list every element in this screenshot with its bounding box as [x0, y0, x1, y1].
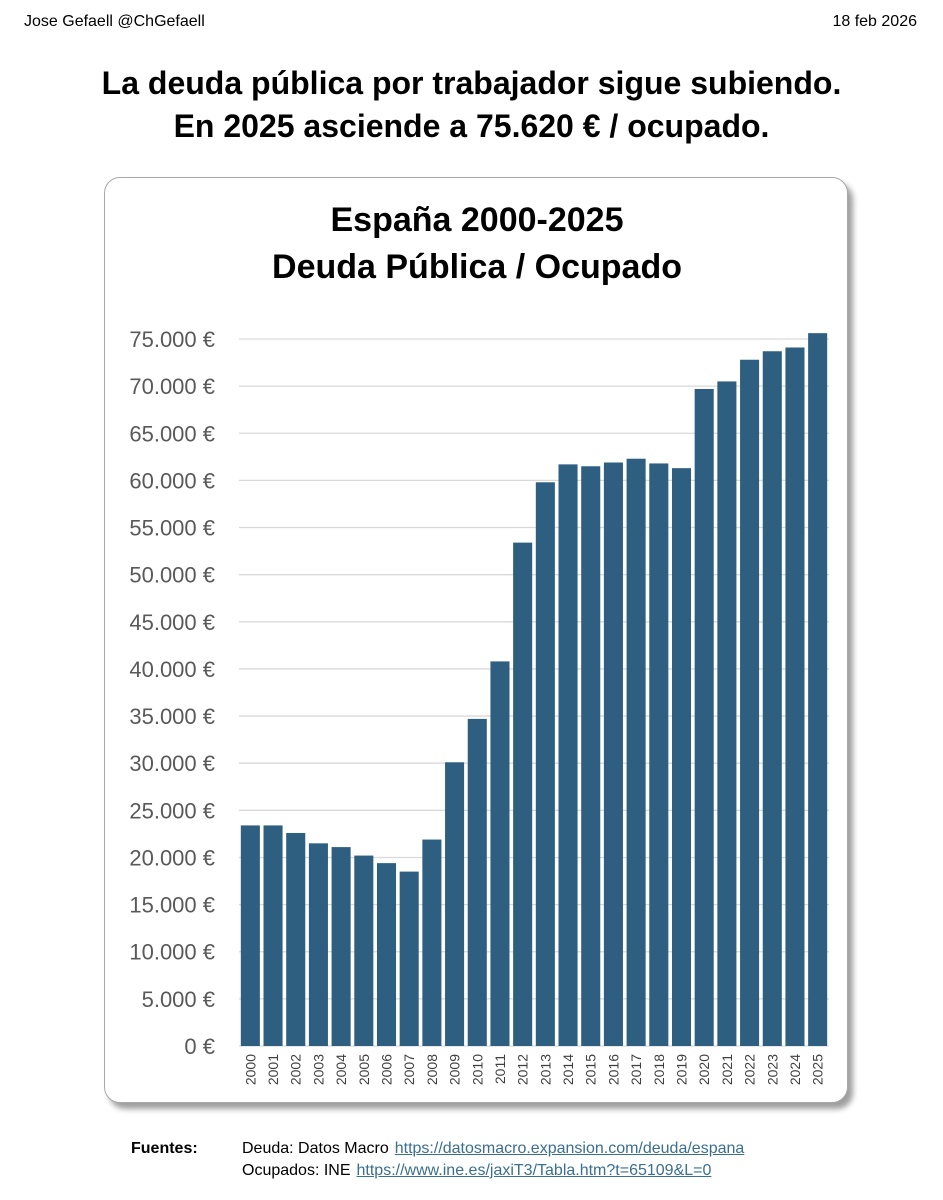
bar-2024	[785, 347, 805, 1046]
source-employed-text: Ocupados: INE	[242, 1162, 351, 1179]
bar-2022	[740, 359, 760, 1046]
x-tick-label: 2023	[764, 1054, 780, 1085]
post-date: 18 feb 2026	[832, 13, 917, 30]
y-tick-label: 50.000 €	[129, 563, 215, 588]
x-tick-label: 2012	[515, 1054, 531, 1085]
bar-2020	[694, 388, 714, 1047]
headline-line-2: En 2025 asciende a 75.620 € / ocupado.	[173, 108, 770, 144]
x-tick-label: 2015	[583, 1054, 599, 1085]
y-tick-label: 30.000 €	[129, 751, 215, 776]
x-tick-label: 2016	[605, 1054, 621, 1085]
source-debt-link[interactable]: https://datosmacro.expansion.com/deuda/e…	[394, 1140, 745, 1157]
x-tick-label: 2018	[651, 1054, 667, 1085]
bar-2010	[467, 718, 487, 1046]
y-tick-label: 55.000 €	[129, 516, 215, 541]
x-tick-label: 2005	[356, 1054, 372, 1085]
y-tick-label: 70.000 €	[129, 374, 215, 399]
x-tick-label: 2021	[719, 1054, 735, 1085]
chart-title-line-1: España 2000-2025	[331, 201, 624, 239]
y-tick-label: 0 €	[184, 1034, 215, 1059]
bar-2008	[422, 839, 442, 1046]
y-tick-label: 40.000 €	[129, 657, 215, 682]
y-tick-label: 25.000 €	[129, 798, 215, 823]
bar-2025	[808, 333, 828, 1046]
chart-card: España 2000-2025 Deuda Pública / Ocupado…	[104, 177, 848, 1103]
x-tick-label: 2008	[424, 1054, 440, 1085]
x-axis-ticks: 2000 2001 2002 2003 2004 2005 2006 2007 2008 2009…	[242, 1054, 825, 1085]
bar-2011	[490, 661, 510, 1046]
bar-2021	[717, 381, 737, 1046]
y-tick-label: 60.000 €	[129, 468, 215, 493]
bar-2004	[331, 847, 351, 1046]
bar-2017	[626, 458, 646, 1047]
source-employed: Ocupados: INE https://www.ine.es/jaxiT3/T…	[242, 1162, 711, 1180]
source-debt: Deuda: Datos Macro https://datosmacro.exp…	[242, 1140, 744, 1158]
y-tick-label: 15.000 €	[129, 893, 215, 918]
x-tick-label: 2003	[310, 1054, 326, 1085]
bar-2014	[558, 464, 578, 1047]
sources-label: Fuentes:	[131, 1140, 198, 1157]
bar-2007	[399, 871, 419, 1046]
x-tick-label: 2019	[674, 1054, 690, 1085]
bar-2001	[263, 825, 283, 1046]
x-tick-label: 2017	[628, 1054, 644, 1085]
bars	[240, 333, 828, 1047]
x-tick-label: 2010	[469, 1054, 485, 1085]
x-tick-label: 2024	[787, 1054, 803, 1085]
bar-2023	[762, 351, 782, 1047]
bar-2012	[513, 542, 533, 1046]
bar-2000	[240, 825, 260, 1046]
x-tick-label: 2004	[333, 1054, 349, 1085]
bar-2002	[286, 832, 306, 1046]
y-tick-label: 35.000 €	[129, 704, 215, 729]
x-tick-label: 2000	[242, 1054, 258, 1085]
bar-2006	[376, 863, 397, 1046]
x-tick-label: 2020	[696, 1054, 712, 1085]
x-tick-label: 2009	[447, 1054, 463, 1085]
bar-chart: España 2000-2025 Deuda Pública / Ocupado…	[129, 201, 829, 1085]
x-tick-label: 2022	[742, 1054, 758, 1085]
bar-2005	[354, 855, 374, 1046]
x-tick-label: 2001	[265, 1054, 281, 1085]
bar-2016	[603, 462, 623, 1046]
bar-2018	[649, 463, 669, 1046]
headline-line-1: La deuda pública por trabajador sigue su…	[101, 65, 842, 101]
author-handle: Jose Gefaell @ChGefaell	[24, 13, 205, 30]
y-tick-label: 65.000 €	[129, 421, 215, 446]
x-tick-label: 2006	[379, 1054, 395, 1085]
y-axis-ticks: 0 € 5.000 € 10.000 € 15.000 € 20.000 € 25.000…	[129, 327, 215, 1059]
bar-2019	[671, 468, 692, 1046]
y-tick-label: 20.000 €	[129, 845, 215, 870]
chart-title-line-2: Deuda Pública / Ocupado	[272, 248, 682, 286]
bar-2003	[308, 843, 328, 1046]
x-tick-label: 2011	[492, 1054, 508, 1084]
bar-2013	[535, 482, 555, 1046]
x-tick-label: 2002	[288, 1054, 304, 1085]
x-tick-label: 2014	[560, 1054, 576, 1085]
source-debt-text: Deuda: Datos Macro	[242, 1140, 389, 1157]
bar-2009	[445, 762, 465, 1046]
y-tick-label: 45.000 €	[129, 610, 215, 635]
bar-2015	[581, 466, 601, 1046]
x-tick-label: 2025	[810, 1054, 826, 1085]
x-tick-label: 2007	[401, 1054, 417, 1085]
y-tick-label: 75.000 €	[129, 327, 215, 352]
x-tick-label: 2013	[537, 1054, 553, 1085]
y-tick-label: 5.000 €	[142, 987, 215, 1012]
source-employed-link[interactable]: https://www.ine.es/jaxiT3/Tabla.htm?t=65…	[356, 1162, 712, 1179]
y-tick-label: 10.000 €	[129, 940, 215, 965]
